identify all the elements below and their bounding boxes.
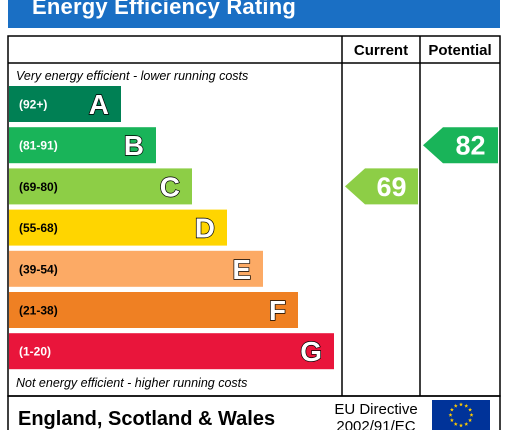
band-c-range: (69-80) <box>19 180 58 194</box>
band-b-bar <box>9 127 156 164</box>
potential-column-header: Potential <box>428 42 491 59</box>
band-g-bar <box>9 333 334 370</box>
band-d-range: (55-68) <box>19 221 58 235</box>
band-a-bar <box>9 86 121 122</box>
band-a-letter: A <box>89 89 109 120</box>
potential-rating-arrow <box>423 127 498 164</box>
band-e-range: (39-54) <box>19 262 58 276</box>
eu-flag-star <box>453 403 458 408</box>
band-f-range: (21-38) <box>19 304 58 318</box>
band-f-letter: F <box>269 295 286 326</box>
eu-flag-star <box>468 407 473 412</box>
rating-pointers: 69 82 <box>345 127 498 205</box>
eu-flag-star <box>449 407 454 412</box>
band-a-range: (92+) <box>19 98 47 112</box>
eu-flag-star <box>468 418 473 422</box>
band-d-letter: D <box>195 213 215 244</box>
eu-flag-star <box>464 403 469 408</box>
band-e-bar <box>9 250 263 287</box>
band-b-range: (81-91) <box>19 139 58 153</box>
band-b-letter: B <box>124 130 144 161</box>
eu-flag-icon <box>432 400 490 430</box>
potential-rating-value: 82 <box>455 131 485 161</box>
eu-flag-star <box>448 412 453 417</box>
current-rating-arrow <box>345 168 418 205</box>
footer-frame <box>7 395 501 430</box>
footer-directive-line2: 2002/91/EC <box>336 418 415 430</box>
current-column-header: Current <box>354 42 408 59</box>
eu-flag-star <box>469 412 474 417</box>
band-c-bar <box>9 168 192 205</box>
eu-flag-star <box>449 418 454 422</box>
band-f-bar <box>9 292 298 328</box>
title-bar: Energy Efficiency Rating <box>8 0 500 28</box>
bottom-note: Not energy efficient - higher running co… <box>16 376 247 390</box>
eu-flag-star <box>464 421 469 426</box>
band-d-bar <box>9 209 227 246</box>
eu-flag-star <box>459 423 463 428</box>
eu-flag-star <box>453 421 458 426</box>
band-g-letter: G <box>300 336 322 367</box>
band-c-letter: C <box>160 171 180 202</box>
footer-directive-line1: EU Directive <box>334 401 417 418</box>
eu-flag-star <box>459 402 463 407</box>
current-rating-value: 69 <box>376 172 406 202</box>
footer-region: England, Scotland & Wales <box>18 408 275 430</box>
chart-title: Energy Efficiency Rating <box>32 0 296 19</box>
rating-bands: (92+) A (81-91) B (69-80) C (55-68) D (39-54) E (2… <box>9 86 334 370</box>
band-e-letter: E <box>232 254 251 285</box>
band-g-range: (1-20) <box>19 345 51 359</box>
top-note: Very energy efficient - lower running co… <box>16 69 248 83</box>
